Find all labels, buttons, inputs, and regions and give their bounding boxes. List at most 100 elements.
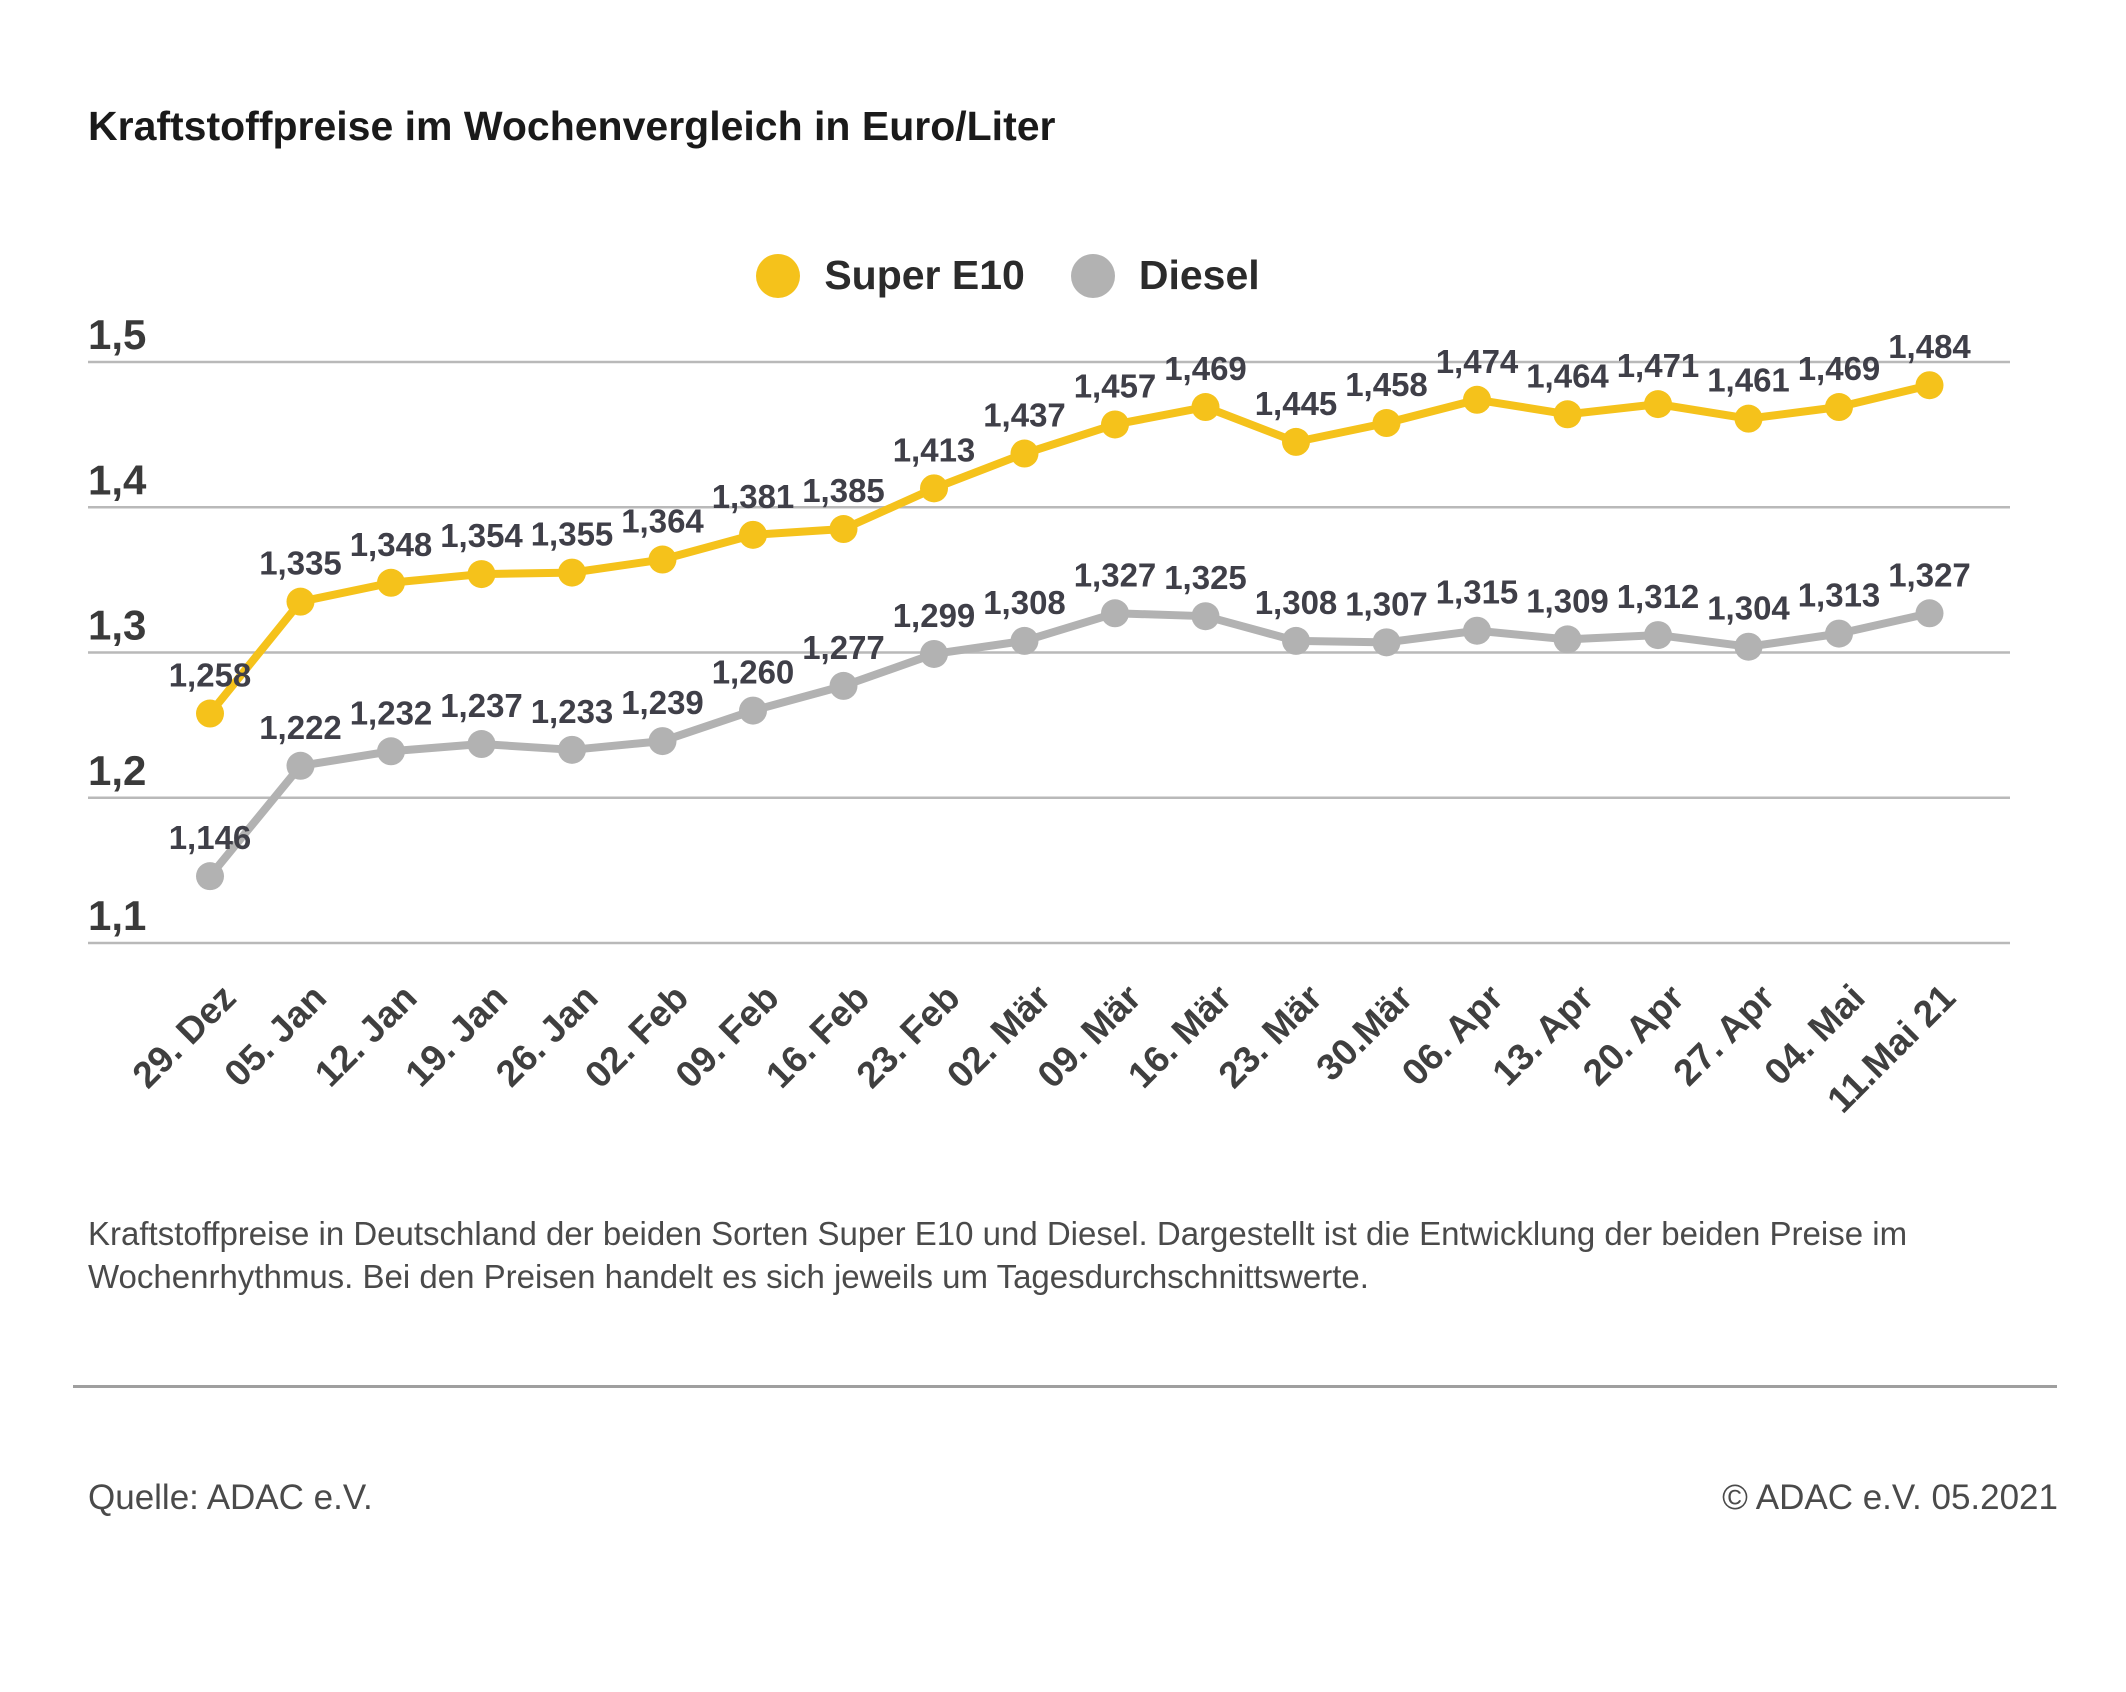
- data-point-label: 1,222: [259, 709, 342, 746]
- data-point: [829, 515, 858, 544]
- data-point: [1010, 439, 1039, 468]
- data-point: [1463, 616, 1491, 645]
- data-point-label: 1,484: [1888, 328, 1971, 365]
- data-point-label: 1,364: [621, 503, 704, 540]
- data-point-label: 1,239: [621, 684, 704, 721]
- data-point-label: 1,335: [259, 545, 342, 582]
- data-point: [648, 727, 677, 756]
- data-point-label: 1,308: [983, 584, 1066, 621]
- data-point-label: 1,348: [350, 526, 433, 563]
- data-point-label: 1,474: [1436, 343, 1519, 380]
- data-point: [286, 587, 315, 616]
- description-line-2: Wochenrhythmus. Bei den Preisen handelt …: [88, 1258, 1369, 1295]
- legend-label-diesel: Diesel: [1138, 252, 1260, 298]
- data-point: [1825, 619, 1853, 648]
- footer-divider: [73, 1385, 2057, 1388]
- data-point: [1644, 390, 1672, 419]
- x-tick-label: 19. Jan: [397, 977, 515, 1095]
- y-tick-label: 1,1: [88, 892, 146, 939]
- data-point-label: 1,260: [712, 654, 795, 691]
- data-point-label: 1,325: [1164, 559, 1247, 596]
- data-point-label: 1,327: [1074, 556, 1157, 593]
- series-line: [206, 609, 1931, 879]
- data-point: [286, 751, 315, 780]
- data-point: [1734, 632, 1763, 661]
- data-point: [1915, 599, 1944, 628]
- data-point: [920, 639, 948, 668]
- data-point-label: 1,354: [440, 517, 523, 554]
- data-point: [739, 696, 767, 725]
- x-tick-label: 05. Jan: [216, 977, 334, 1095]
- data-point-label: 1,413: [893, 431, 976, 468]
- series-line: [206, 381, 1931, 717]
- data-point-label: 1,469: [1164, 350, 1247, 387]
- data-point: [1191, 393, 1220, 422]
- data-point-label: 1,461: [1707, 362, 1790, 399]
- data-point: [1644, 621, 1672, 650]
- data-point: [1191, 602, 1220, 631]
- data-point: [377, 568, 405, 597]
- data-point: [558, 558, 586, 587]
- chart-description: Kraftstoffpreise in Deutschland der beid…: [88, 1212, 1907, 1298]
- data-point-label: 1,237: [440, 687, 523, 724]
- data-point-label: 1,304: [1707, 590, 1790, 627]
- data-point-label: 1,312: [1617, 578, 1700, 615]
- copyright-label: © ADAC e.V. 05.2021: [1722, 1478, 2058, 1517]
- data-point-label: 1,308: [1255, 584, 1338, 621]
- data-point: [1734, 404, 1763, 433]
- data-point-label: 1,146: [169, 819, 252, 856]
- data-point: [1825, 393, 1853, 422]
- data-point-label: 1,233: [531, 693, 614, 730]
- data-point: [1372, 409, 1401, 438]
- page-title: Kraftstoffpreise im Wochenvergleich in E…: [88, 103, 1056, 149]
- x-tick-label: 20. Apr: [1575, 977, 1692, 1094]
- x-tick-label: 23. Mär: [1210, 977, 1329, 1096]
- y-tick-label: 1,5: [88, 311, 146, 358]
- data-point: [196, 699, 224, 728]
- description-line-1: Kraftstoffpreise in Deutschland der beid…: [88, 1215, 1908, 1252]
- y-tick-label: 1,2: [88, 747, 146, 794]
- y-tick-label: 1,3: [88, 602, 146, 649]
- data-point: [196, 862, 224, 891]
- data-point: [1463, 385, 1491, 414]
- data-point-label: 1,464: [1526, 357, 1609, 394]
- source-label: Quelle: ADAC e.V.: [88, 1478, 373, 1517]
- data-point-label: 1,277: [802, 629, 885, 666]
- x-tick-label: 29. Dez: [124, 977, 243, 1096]
- data-point: [1553, 625, 1582, 654]
- data-point-label: 1,437: [983, 397, 1066, 434]
- y-tick-label: 1,4: [88, 456, 147, 503]
- data-point-label: 1,458: [1345, 366, 1428, 403]
- data-point-label: 1,469: [1798, 350, 1881, 387]
- data-point: [1010, 626, 1039, 655]
- data-point-label: 1,381: [712, 478, 795, 515]
- data-point: [1553, 400, 1582, 429]
- data-point: [377, 737, 405, 766]
- chart-legend: Super E10 Diesel: [0, 252, 2071, 299]
- legend-item-super-e10: Super E10: [756, 252, 1025, 299]
- data-point: [1101, 410, 1129, 439]
- data-point-label: 1,315: [1436, 574, 1519, 611]
- data-point-label: 1,355: [531, 516, 614, 553]
- data-point-label: 1,385: [802, 472, 885, 509]
- data-point-label: 1,457: [1074, 367, 1157, 404]
- data-point: [1282, 427, 1310, 456]
- data-point-label: 1,471: [1617, 347, 1700, 384]
- legend-label-super-e10: Super E10: [824, 252, 1025, 298]
- data-point-label: 1,307: [1345, 585, 1428, 622]
- data-point: [1282, 626, 1310, 655]
- data-point: [648, 545, 677, 574]
- data-point: [558, 735, 586, 764]
- data-point-label: 1,313: [1798, 577, 1881, 614]
- diesel-dot-icon: [1070, 253, 1115, 298]
- x-tick-label: 13. Apr: [1484, 977, 1601, 1094]
- x-tick-label: 27. Apr: [1665, 977, 1782, 1094]
- data-point-label: 1,232: [350, 694, 433, 731]
- data-point-label: 1,445: [1255, 385, 1338, 422]
- data-point: [739, 520, 767, 549]
- super-e10-dot-icon: [756, 253, 801, 298]
- data-point: [467, 560, 496, 589]
- data-point: [920, 474, 948, 503]
